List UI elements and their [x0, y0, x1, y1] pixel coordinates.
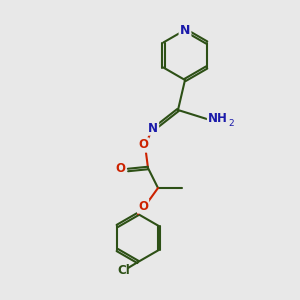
Text: O: O — [138, 200, 148, 212]
Text: N: N — [180, 23, 190, 37]
Text: O: O — [138, 139, 148, 152]
Text: Cl: Cl — [118, 263, 130, 277]
Text: O: O — [115, 163, 125, 176]
Text: 2: 2 — [228, 119, 234, 128]
Text: N: N — [148, 122, 158, 134]
Text: NH: NH — [208, 112, 228, 124]
